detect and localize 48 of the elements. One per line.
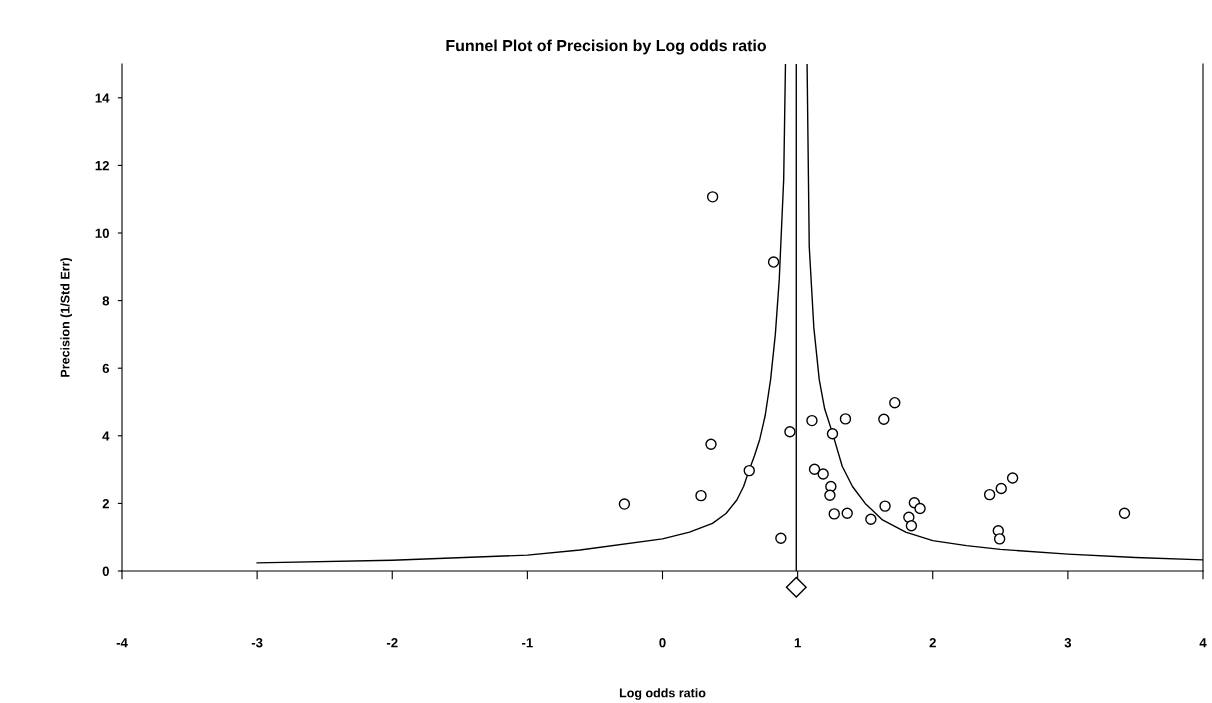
x-tick-label: -3: [251, 638, 263, 648]
y-tick-label: 6: [102, 363, 110, 374]
point: [775, 532, 787, 544]
chart-title: Funnel Plot of Precision by Log odds ratio: [446, 39, 766, 55]
point: [817, 468, 829, 480]
point: [767, 256, 780, 268]
point: [743, 464, 755, 477]
point: [865, 513, 877, 525]
point: [806, 414, 818, 427]
point: [1006, 472, 1019, 484]
point: [824, 489, 836, 501]
point: [826, 428, 839, 440]
x-tick-label: 2: [929, 638, 936, 648]
x-axis-title: Log odds ratio: [619, 688, 706, 700]
y-tick-label: 14: [95, 93, 110, 103]
point: [905, 520, 918, 532]
point: [828, 508, 840, 520]
point: [705, 438, 717, 450]
x-tick-label: -1: [522, 638, 533, 648]
point: [841, 507, 853, 519]
point: [618, 498, 631, 510]
x-tick-label: 0: [659, 638, 666, 648]
x-tick-label: 3: [1064, 638, 1072, 648]
point: [1118, 507, 1131, 519]
point: [879, 500, 891, 512]
point: [839, 413, 852, 425]
point: [706, 191, 719, 203]
x-tick-label: -2: [386, 638, 398, 648]
point: [695, 489, 707, 502]
y-tick-label: 2: [102, 498, 109, 509]
y-tick-label: 8: [102, 296, 110, 306]
point: [878, 413, 890, 425]
point: [808, 463, 821, 475]
y-tick-label: 12: [95, 160, 109, 171]
x-tick-label: -4: [116, 638, 128, 648]
x-tick-label: 4: [1199, 638, 1207, 648]
point: [914, 502, 926, 515]
point: [889, 396, 901, 409]
point: [995, 482, 1007, 495]
x-tick-label: 1: [794, 638, 801, 648]
y-tick-label: 0: [102, 566, 109, 576]
point: [993, 533, 1006, 545]
y-tick-label: 4: [102, 431, 110, 441]
line-series: [256, 64, 787, 564]
y-axis-title: Precision (1/Std Err): [60, 258, 72, 377]
point: [983, 488, 996, 501]
y-tick-label: 10: [95, 228, 109, 238]
point: [784, 426, 796, 438]
